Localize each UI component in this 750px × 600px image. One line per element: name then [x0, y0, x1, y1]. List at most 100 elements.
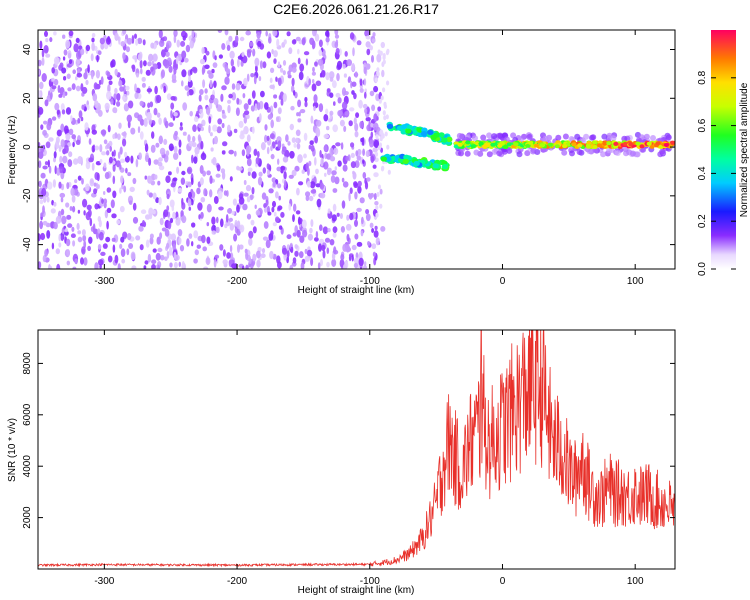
spectral-point — [168, 122, 174, 127]
spectral-point — [526, 134, 533, 140]
spectral-point — [339, 213, 343, 219]
spectral-point — [100, 251, 106, 256]
spectral-point — [81, 246, 86, 255]
spectral-point — [370, 123, 374, 128]
spectral-point — [123, 103, 129, 112]
spectral-point — [266, 51, 272, 59]
y-tick-label: 0 — [22, 144, 33, 150]
spectral-point — [655, 141, 661, 146]
spectral-point — [175, 216, 181, 226]
spectral-point — [377, 145, 381, 151]
spectral-point — [199, 165, 204, 174]
spectral-point — [120, 248, 126, 258]
spectral-point — [312, 66, 315, 73]
spectral-point — [304, 248, 308, 254]
spectral-point — [157, 264, 161, 269]
spectral-point — [193, 116, 199, 123]
spectral-point — [170, 102, 175, 110]
spectral-point — [148, 157, 152, 166]
spectral-point — [45, 38, 49, 43]
spectral-point — [296, 187, 300, 196]
spectral-point — [320, 70, 326, 78]
spectral-point — [121, 258, 126, 264]
spectral-point — [356, 241, 363, 247]
spectral-point — [334, 41, 339, 49]
spectral-point — [357, 180, 362, 187]
spectral-point — [39, 40, 43, 50]
spectral-point — [358, 99, 363, 109]
spectral-point — [354, 71, 358, 78]
colorbar-label: Normalized spectral amplitude — [739, 82, 750, 217]
spectral-point — [310, 189, 317, 194]
spectral-point — [100, 129, 107, 136]
spectral-point — [267, 211, 272, 216]
spectral-point — [250, 105, 255, 112]
spectral-point — [275, 191, 279, 199]
spectral-point — [249, 41, 254, 47]
spectral-point — [359, 88, 364, 93]
spectral-point — [189, 110, 193, 117]
spectral-point — [67, 223, 73, 228]
spectral-point — [119, 158, 126, 163]
spectral-point — [200, 152, 207, 161]
spectral-point — [269, 77, 273, 84]
spectral-point — [272, 30, 278, 37]
spectral-point — [246, 158, 252, 167]
spectral-point — [60, 208, 65, 216]
spectral-point — [56, 167, 60, 176]
colorbar-tick-label: 0.4 — [697, 166, 708, 180]
spectral-point — [319, 150, 322, 158]
spectral-point — [68, 151, 73, 158]
spectral-point — [561, 149, 568, 156]
spectral-point — [65, 202, 70, 208]
spectral-point — [382, 110, 386, 116]
spectral-point — [99, 37, 105, 45]
spectral-point — [217, 118, 223, 125]
spectral-point — [340, 226, 345, 233]
spectral-point — [258, 171, 263, 177]
spectral-point — [136, 72, 139, 78]
spectral-point — [135, 38, 139, 46]
spectral-point — [144, 143, 149, 153]
spectral-point — [168, 246, 173, 256]
spectral-point — [363, 78, 367, 86]
spectral-point — [356, 40, 362, 46]
spectral-point — [296, 143, 301, 150]
spectral-point — [332, 188, 338, 193]
spectral-point — [157, 180, 161, 186]
spectral-point — [192, 135, 196, 143]
spectral-point — [125, 85, 130, 91]
spectral-point — [180, 40, 186, 47]
spectral-point — [158, 157, 163, 162]
spectral-point — [203, 266, 209, 269]
spectral-point — [354, 191, 358, 200]
spectral-point — [231, 83, 236, 90]
spectral-point — [356, 155, 361, 161]
spectral-point — [304, 255, 310, 262]
spectral-point — [212, 62, 218, 68]
spectral-point — [267, 114, 273, 120]
spectral-point — [106, 150, 110, 156]
spectral-point — [216, 126, 222, 134]
spectral-point — [48, 165, 52, 174]
spectral-point — [137, 114, 143, 122]
spectral-point — [596, 143, 602, 148]
spectral-point — [291, 137, 296, 144]
spectral-point — [114, 108, 117, 114]
spectral-point — [110, 98, 114, 105]
spectral-point — [89, 178, 95, 187]
spectral-point — [314, 135, 319, 144]
spectral-point — [272, 180, 276, 188]
spectral-point — [58, 181, 62, 189]
spectral-point — [67, 87, 72, 92]
spectral-point — [261, 248, 266, 254]
spectral-point — [352, 47, 355, 57]
spectral-point — [178, 237, 182, 245]
spectral-point — [260, 253, 266, 259]
spectral-point — [165, 175, 171, 183]
spectral-point — [322, 249, 326, 259]
spectrogram-y-ticks: -40 -20 0 20 40 — [22, 44, 675, 252]
spectral-point — [256, 32, 261, 39]
spectral-point — [150, 66, 154, 72]
